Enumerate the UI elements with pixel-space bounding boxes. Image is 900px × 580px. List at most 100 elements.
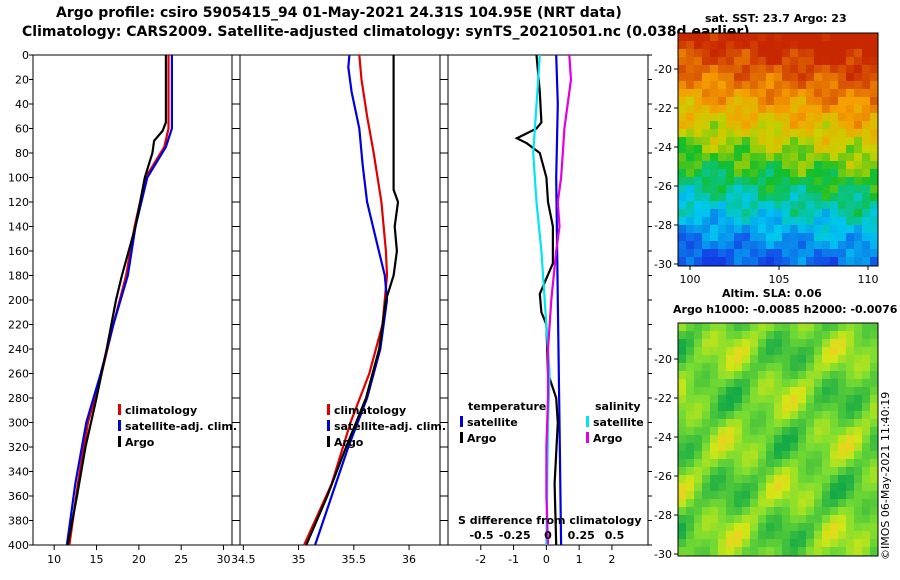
sla-map-cell <box>750 491 758 499</box>
sst-map-cell <box>862 241 870 249</box>
sst-map-cell <box>798 65 806 73</box>
sla-map-cell <box>678 347 686 355</box>
sst-map-cell <box>750 249 758 257</box>
sst-map-cell <box>854 97 862 105</box>
sla-map-cell <box>758 507 766 515</box>
sla-map-cell <box>726 355 734 363</box>
legend-title: temperature <box>468 400 546 413</box>
sla-map-cell <box>710 419 718 427</box>
sla-map-cell <box>774 507 782 515</box>
sla-map-cell <box>734 403 742 411</box>
sst-map-cell <box>718 145 726 153</box>
x-tick-label: 34.5 <box>231 553 256 566</box>
sla-map-cell <box>870 347 878 355</box>
sla-map-cell <box>734 507 742 515</box>
series-line-temperature-argo <box>514 54 559 546</box>
sla-map-cell <box>702 363 710 371</box>
sst-map-cell <box>862 161 870 169</box>
sst-map-cell <box>774 209 782 217</box>
sst-map-cell <box>830 209 838 217</box>
sla-map-cell <box>774 323 782 331</box>
sst-map-cell <box>774 161 782 169</box>
sla-map-cell <box>774 459 782 467</box>
sla-map-cell <box>710 523 718 531</box>
sst-map-cell <box>814 49 822 57</box>
sst-map-cell <box>782 217 790 225</box>
sla-map-cell <box>774 435 782 443</box>
sst-map-cell <box>742 241 750 249</box>
sla-map-cell <box>862 427 870 435</box>
sst-map-cell <box>838 161 846 169</box>
y-tick-label: 40 <box>15 98 29 111</box>
sst-map-cell <box>718 233 726 241</box>
sla-map-cell <box>782 539 790 547</box>
sla-map-cell <box>758 499 766 507</box>
sla-map-cell <box>774 483 782 491</box>
sst-map-cell <box>702 185 710 193</box>
sst-map-cell <box>782 105 790 113</box>
sla-map-cell <box>774 547 782 555</box>
sst-map-cell <box>766 153 774 161</box>
sst-map-cell <box>718 121 726 129</box>
sla-map-cell <box>782 467 790 475</box>
sla-map-cell <box>822 419 830 427</box>
sst-map-cell <box>774 177 782 185</box>
sst-map-cell <box>814 201 822 209</box>
sst-map-cell <box>854 145 862 153</box>
sst-map-cell <box>766 233 774 241</box>
sla-map-cell <box>854 339 862 347</box>
sst-map-cell <box>822 33 830 41</box>
sla-map-cell <box>806 475 814 483</box>
sst-map-cell <box>702 145 710 153</box>
sst-map-cell <box>782 97 790 105</box>
sst-map-cell <box>694 89 702 97</box>
sst-map-cell <box>854 49 862 57</box>
sst-map-cell <box>710 33 718 41</box>
sla-map-cell <box>774 491 782 499</box>
sla-map-cell <box>806 355 814 363</box>
sst-map-cell <box>734 169 742 177</box>
sla-map-cell <box>678 419 686 427</box>
sst-map-cell <box>854 33 862 41</box>
sla-map-cell <box>686 459 694 467</box>
sla-map-cell <box>766 475 774 483</box>
y-tick-label: 240 <box>8 343 29 356</box>
s-tick-label: -0.25 <box>499 529 531 542</box>
sst-map-cell <box>846 129 854 137</box>
sla-map-cell <box>814 491 822 499</box>
sla-map-cell <box>830 531 838 539</box>
sla-map-cell <box>726 443 734 451</box>
sla-map-cell <box>814 403 822 411</box>
sst-map-cell <box>806 113 814 121</box>
sst-map-cell <box>814 105 822 113</box>
sla-map-cell <box>790 331 798 339</box>
sst-map-cell <box>678 65 686 73</box>
sst-map-cell <box>870 177 878 185</box>
sst-map-cell <box>830 233 838 241</box>
sla-map-cell <box>686 499 694 507</box>
sla-map-cell <box>814 419 822 427</box>
sla-map-cell <box>734 483 742 491</box>
sla-map-cell <box>758 547 766 555</box>
sla-map-cell <box>862 435 870 443</box>
sla-map-cell <box>790 323 798 331</box>
plot-frame-1 <box>32 54 233 546</box>
sst-map-cell <box>806 169 814 177</box>
sst-map-cell <box>870 129 878 137</box>
sla-map-cell <box>718 331 726 339</box>
sst-map-cell <box>734 105 742 113</box>
sla-map-cell <box>710 395 718 403</box>
sla-map-cell <box>846 363 854 371</box>
sla-map-cell <box>686 491 694 499</box>
sla-map-cell <box>814 451 822 459</box>
sla-map-cell <box>814 387 822 395</box>
sst-map-cell <box>846 257 854 265</box>
sla-map-cell <box>846 459 854 467</box>
sla-map-cell <box>694 515 702 523</box>
sst-map-cell <box>830 177 838 185</box>
sla-map-cell <box>822 507 830 515</box>
sst-map-cell <box>838 225 846 233</box>
sla-map-cell <box>790 491 798 499</box>
sst-map-cell <box>822 161 830 169</box>
y-tick-label: 0 <box>22 49 29 62</box>
